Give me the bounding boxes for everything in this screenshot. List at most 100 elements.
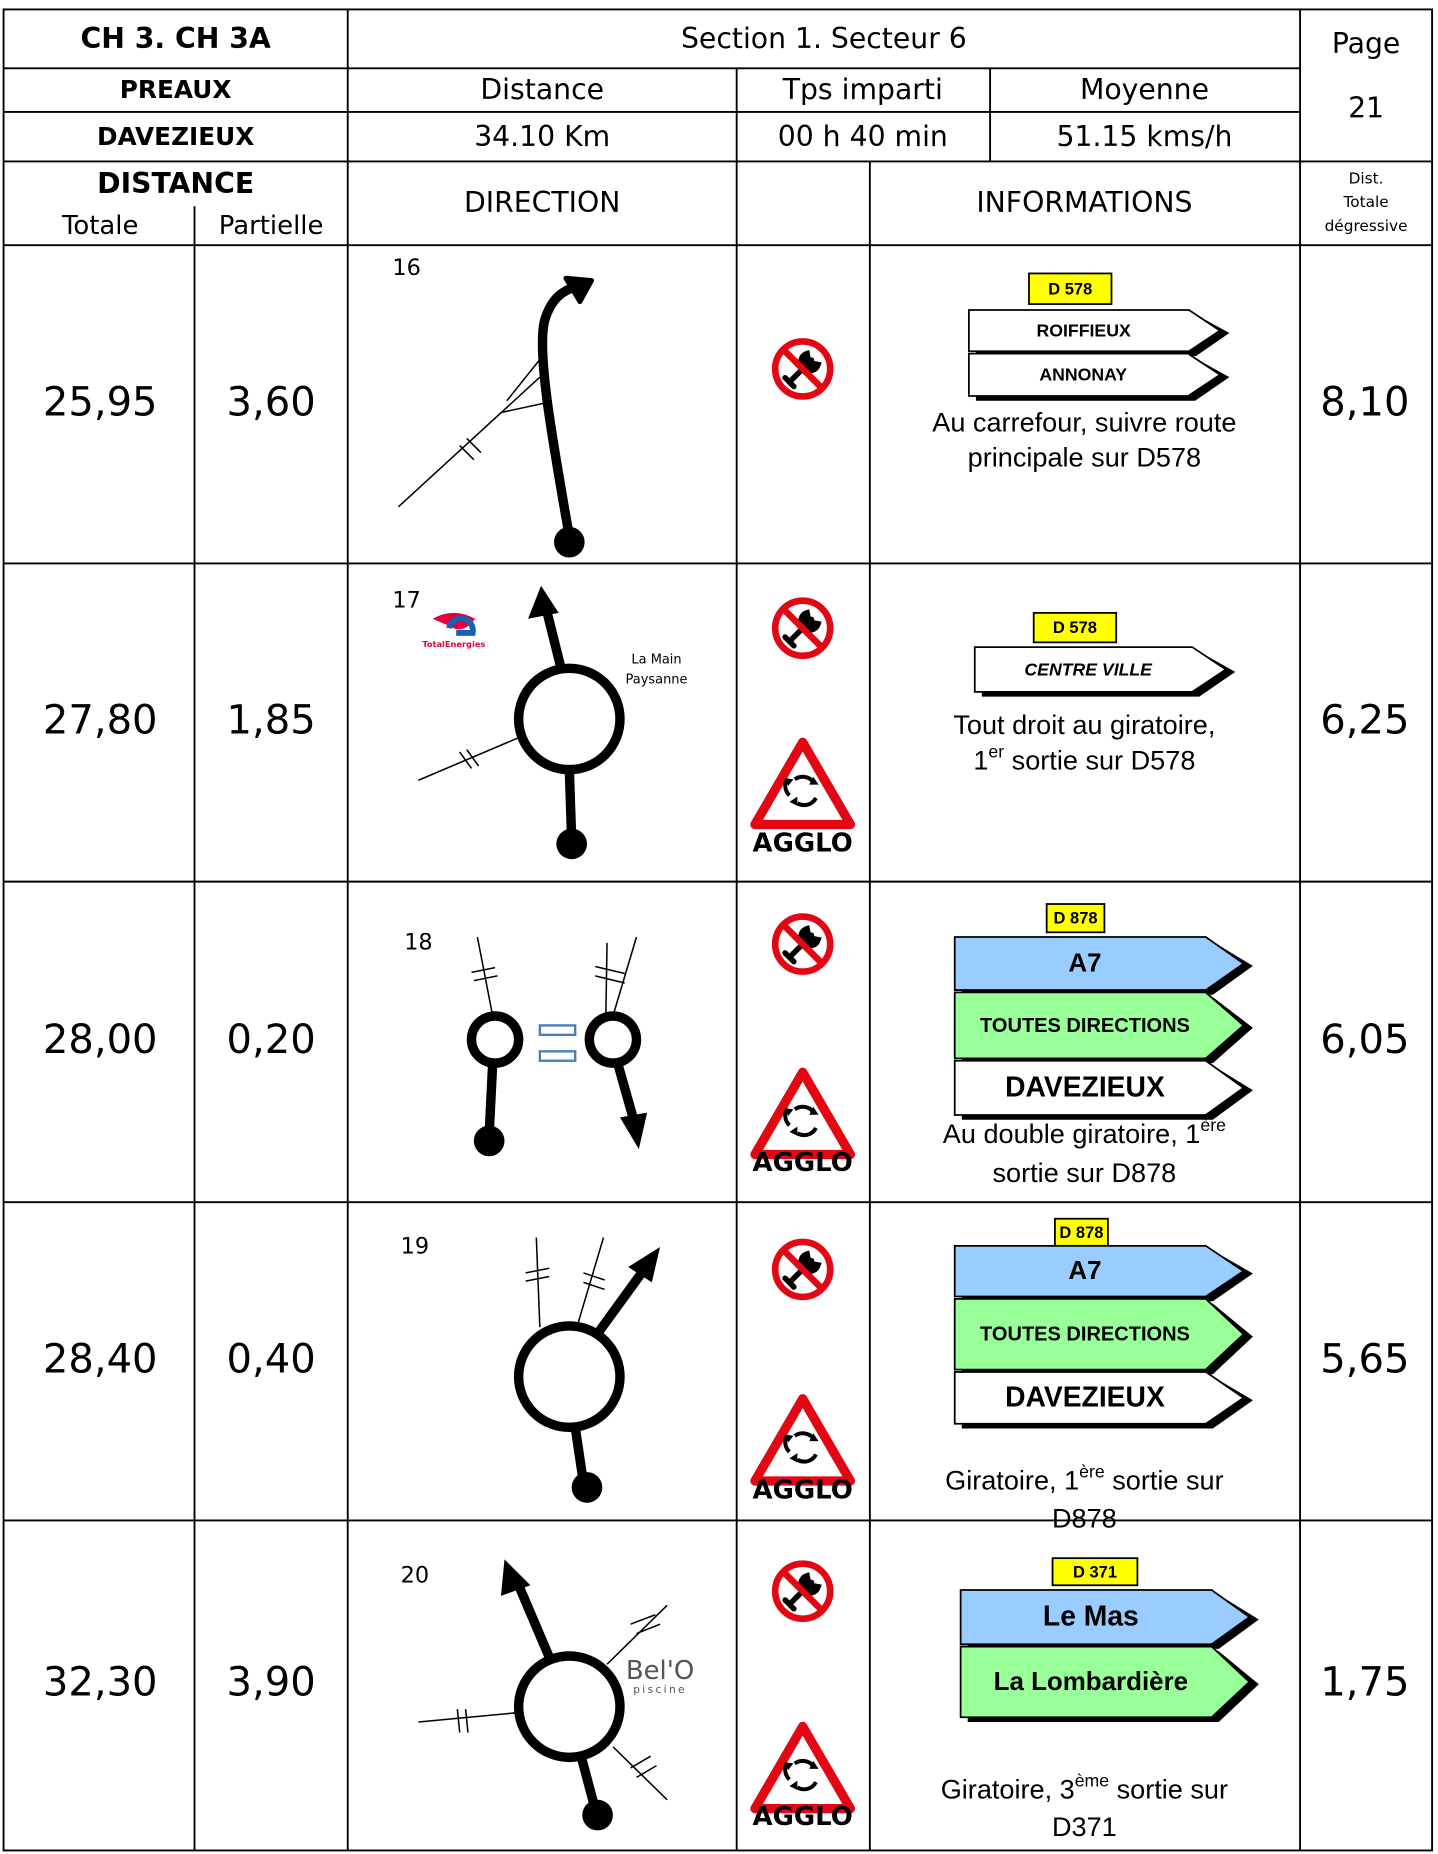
partial-distance: 3,90 — [227, 1659, 316, 1705]
instruction-text: Tout droit au giratoire, — [953, 709, 1215, 740]
road-number-box — [1054, 1217, 1109, 1247]
remaining-distance: 5,65 — [1320, 1336, 1409, 1382]
road-number-box — [1032, 612, 1118, 644]
agglo-label: AGGLO — [753, 828, 853, 858]
remaining-distance: 1,75 — [1320, 1659, 1409, 1705]
roundabout-sign — [755, 1726, 850, 1808]
table-grid — [2, 8, 1434, 1852]
diagrams — [397, 275, 668, 1831]
sign-text: ANNONAY — [1039, 365, 1127, 385]
remaining-distance: 6,05 — [1320, 1017, 1409, 1063]
road-number-box — [1045, 903, 1106, 934]
sign-text: La Lombardière — [994, 1668, 1188, 1696]
poi-label: Paysanne — [626, 673, 688, 688]
step-number: 18 — [404, 929, 432, 955]
remaining-distance: 6,25 — [1320, 698, 1409, 744]
poi-logo: Bel'O — [626, 1656, 694, 1686]
sign-text: TOUTES DIRECTIONS — [980, 1324, 1190, 1346]
direction-sign — [953, 1059, 1246, 1116]
no-repair-sign — [775, 1242, 830, 1297]
poi-logo: TotalEnergies — [422, 639, 485, 649]
no-repair-sign — [775, 341, 830, 396]
distance-heading: DISTANCE — [97, 167, 254, 200]
step-number: 19 — [401, 1234, 429, 1260]
instruction: Au carrefour, suivre route — [932, 406, 1236, 437]
route-step: 28,00 0,20 6,05 18 AGGLO D 878 A7 TOUTES DIRECT… — [43, 903, 1409, 1188]
step-number: 16 — [392, 255, 420, 281]
instruction-text: principale sur D578 — [968, 442, 1201, 473]
informations-heading: INFORMATIONS — [976, 186, 1192, 219]
distance: 34.10 Km — [474, 120, 610, 153]
step-number: 17 — [392, 588, 420, 614]
instruction-text: sortie sur — [1109, 1774, 1228, 1805]
rows: 25,95 3,60 8,10 16 D 578 ROIFFIEUX ANNONAY Au c… — [43, 255, 1410, 1842]
instruction-text: D878 — [1052, 1503, 1117, 1534]
sign-text: CENTRE VILLE — [1024, 659, 1153, 679]
road-number: D 878 — [1059, 1224, 1103, 1242]
no-repair-sign — [775, 917, 830, 972]
partial-distance: 0,20 — [227, 1017, 316, 1063]
end: DAVEZIEUX — [97, 122, 254, 151]
roundabout-sign — [755, 1399, 850, 1481]
direction-sign — [953, 1244, 1246, 1298]
sign-text: DAVEZIEUX — [1005, 1071, 1165, 1103]
no-repair-sign — [775, 601, 830, 656]
section: Section 1. Secteur 6 — [681, 22, 967, 55]
route-step: 25,95 3,60 8,10 16 D 578 ROIFFIEUX ANNONAY Au c… — [43, 255, 1410, 473]
agglo-label: AGGLO — [753, 1475, 853, 1505]
instruction: 1er sortie sur D578 — [973, 741, 1195, 775]
time-label: Tps imparti — [782, 73, 943, 106]
header: CH 3. CH 3A Section 1. Secteur 6 Page 21… — [61, 22, 1408, 241]
total-distance: 28,40 — [43, 1336, 158, 1382]
instruction-text: Au carrefour, suivre route — [932, 406, 1236, 437]
superscript: ère — [1200, 1115, 1226, 1135]
direction-sign — [959, 1589, 1251, 1646]
no-repair-sign — [775, 1564, 830, 1619]
logo-mark — [446, 615, 476, 636]
superscript: ère — [1079, 1461, 1105, 1481]
total-distance: 27,80 — [43, 698, 158, 744]
direction-sign — [967, 352, 1222, 397]
direction-sign — [973, 646, 1228, 693]
superscript: ème — [1075, 1770, 1110, 1790]
sign-text: DAVEZIEUX — [1005, 1381, 1165, 1413]
remaining-distance: 8,10 — [1320, 379, 1409, 425]
sign-text: TOUTES DIRECTIONS — [980, 1015, 1190, 1037]
instruction-text: sortie sur D878 — [993, 1157, 1177, 1188]
route-step: 28,40 0,40 5,65 19 AGGLO D 878 A7 TOUTES DIRECT… — [43, 1217, 1409, 1534]
instruction: D371 — [1052, 1811, 1117, 1842]
direction-sign — [953, 1297, 1245, 1371]
direction-sign — [953, 991, 1245, 1060]
agglo-label: AGGLO — [753, 1148, 853, 1178]
speed: 51.15 kms/h — [1056, 120, 1232, 153]
superscript: er — [988, 741, 1004, 761]
instruction: Au double giratoire, 1ère — [943, 1115, 1226, 1149]
agglo-label: AGGLO — [753, 1802, 853, 1832]
instruction-text: sortie sur — [1105, 1465, 1224, 1496]
partial-heading: Partielle — [219, 211, 324, 241]
chapter: CH 3. CH 3A — [81, 22, 271, 55]
direction-sign — [959, 1645, 1251, 1719]
partial-distance: 0,40 — [227, 1336, 316, 1382]
road-number: D 371 — [1073, 1563, 1117, 1581]
instruction-text: 1 — [973, 745, 988, 776]
route-step: 32,30 3,90 1,75 20 AGGLO D 371 Le Mas La Lombar… — [43, 1557, 1409, 1842]
start: PREAUX — [120, 75, 232, 104]
road-number-box — [1028, 272, 1113, 305]
instruction-text: Giratoire, 3 — [941, 1774, 1075, 1805]
remaining-heading: dégressive — [1325, 217, 1408, 235]
instruction-text: Au double giratoire, 1 — [943, 1118, 1201, 1149]
partial-distance: 1,85 — [227, 698, 316, 744]
remaining-heading: Totale — [1342, 193, 1388, 211]
speed-label: Moyenne — [1080, 73, 1209, 106]
total-distance: 25,95 — [43, 379, 158, 425]
direction-heading: DIRECTION — [464, 186, 620, 219]
instruction: Tout droit au giratoire, — [953, 709, 1215, 740]
page-number: 21 — [1348, 92, 1384, 125]
page-label: Page — [1332, 27, 1400, 60]
road-number: D 578 — [1053, 619, 1097, 637]
direction-sign — [953, 1371, 1246, 1425]
step-number: 20 — [401, 1562, 429, 1588]
poi-logo-sub: piscine — [633, 1684, 687, 1696]
